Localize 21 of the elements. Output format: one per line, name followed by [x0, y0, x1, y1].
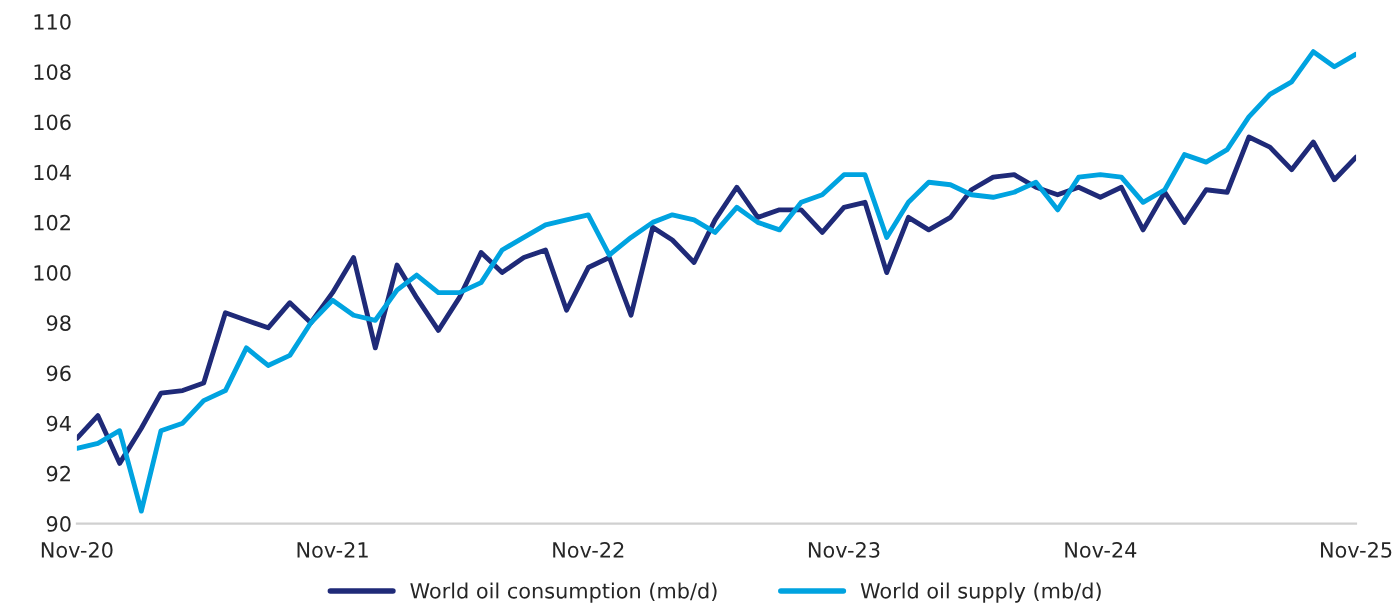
x-tick-label: Nov-23 — [808, 542, 880, 558]
y-tick-label: 110 — [34, 14, 71, 30]
y-tick-label: 94 — [46, 415, 71, 432]
y-tick-label: 96 — [46, 365, 71, 382]
x-tick-label: Nov-21 — [297, 542, 368, 558]
y-tick-label: 108 — [34, 64, 71, 80]
y-tick-label: 100 — [34, 265, 71, 281]
y-tick-label: 102 — [34, 214, 70, 231]
x-tick-label: Nov-22 — [553, 542, 624, 558]
legend-label: World oil supply (mb/d) — [860, 582, 1101, 603]
y-tick-label: 92 — [46, 465, 70, 482]
x-tick-label: Nov-25 — [1321, 542, 1392, 558]
legend-label: World oil consumption (mb/d) — [410, 582, 717, 603]
y-tick-label: 98 — [46, 315, 71, 331]
y-tick-label: 104 — [34, 164, 71, 181]
x-tick-label: Nov-24 — [1065, 542, 1137, 558]
line-series — [76, 134, 1357, 466]
x-tick-label: Nov-20 — [41, 542, 113, 558]
y-tick-label: 90 — [46, 516, 71, 532]
line-series — [76, 49, 1357, 514]
y-tick-label: 106 — [34, 114, 71, 131]
